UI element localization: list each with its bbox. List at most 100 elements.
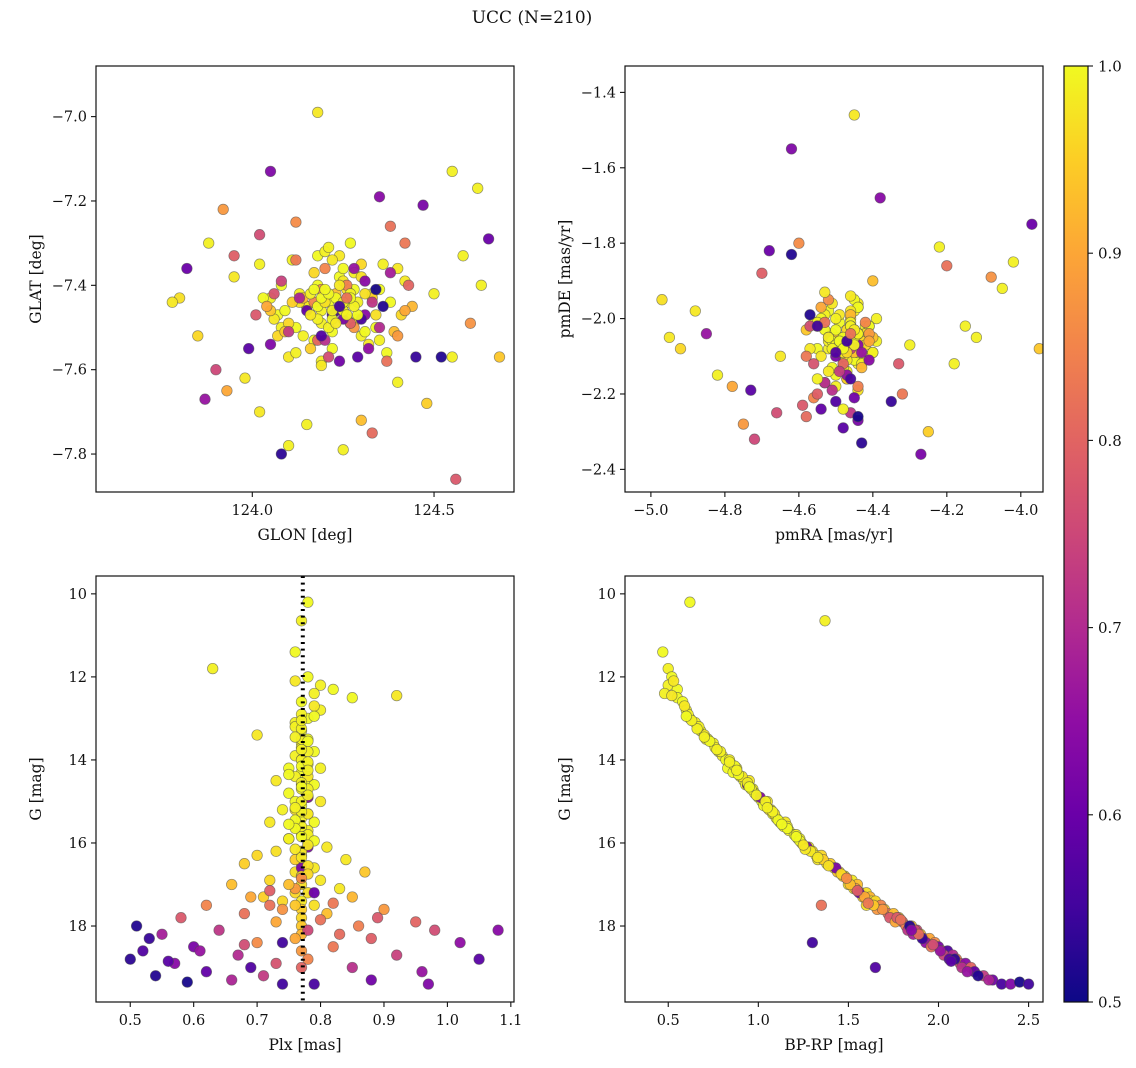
y-tick-label: −7.4 bbox=[52, 278, 87, 294]
star-point bbox=[251, 729, 263, 741]
star-point bbox=[833, 365, 846, 378]
y-tick-label: −7.2 bbox=[52, 194, 87, 210]
star-point bbox=[166, 296, 178, 308]
y-tick-label: 16 bbox=[598, 836, 616, 852]
colorbar-tick-label: 0.6 bbox=[1098, 806, 1122, 824]
star-point bbox=[226, 878, 238, 891]
star-point bbox=[743, 781, 755, 793]
star-point bbox=[885, 395, 897, 408]
star-point bbox=[289, 646, 301, 658]
figure-title: UCC (N=210) bbox=[471, 8, 593, 28]
y-tick-label: −7.8 bbox=[52, 447, 87, 463]
star-point bbox=[250, 309, 262, 321]
star-point bbox=[264, 816, 276, 828]
star-point bbox=[970, 331, 983, 344]
star-point bbox=[359, 326, 371, 338]
star-point bbox=[359, 275, 371, 287]
star-point bbox=[365, 974, 377, 986]
star-point bbox=[337, 444, 349, 456]
star-point bbox=[785, 248, 798, 261]
star-point bbox=[815, 301, 827, 313]
panel-position: 124.0 124.5 −7.0 −7.2 −7.4 −7.6 −7.8 GLON [deg]… bbox=[27, 65, 515, 544]
star-point bbox=[314, 914, 327, 926]
star-point bbox=[321, 841, 333, 853]
star-point bbox=[283, 787, 295, 799]
star-point bbox=[276, 804, 289, 816]
star-point bbox=[217, 203, 229, 216]
y-tick-label: −1.8 bbox=[581, 236, 616, 252]
star-point bbox=[657, 646, 669, 658]
star-point bbox=[232, 949, 244, 961]
star-point bbox=[371, 912, 384, 924]
star-point bbox=[959, 320, 971, 332]
star-point bbox=[315, 359, 328, 372]
star-point bbox=[282, 439, 295, 452]
panel-parallax-mag: 0.5 0.6 0.7 0.8 0.9 1.0 1.1 10 12 14 16 18 Plx [mas]… bbox=[27, 575, 522, 1054]
star-point bbox=[745, 384, 757, 396]
star-point bbox=[226, 974, 238, 986]
star-point bbox=[852, 410, 864, 423]
star-point bbox=[346, 961, 358, 974]
star-point bbox=[268, 288, 280, 300]
star-point bbox=[315, 330, 328, 342]
star-point bbox=[352, 920, 365, 932]
star-point bbox=[933, 241, 946, 253]
star-point bbox=[689, 305, 701, 317]
star-point bbox=[377, 300, 389, 313]
x-axis-label: pmRA [mas/yr] bbox=[775, 526, 893, 544]
star-point bbox=[726, 380, 738, 393]
star-point bbox=[289, 731, 301, 743]
star-point bbox=[384, 220, 397, 232]
x-tick-label: −4.8 bbox=[707, 503, 742, 519]
colorbar-tick-label: 0.9 bbox=[1098, 245, 1122, 263]
star-point bbox=[301, 418, 313, 431]
star-point bbox=[804, 309, 816, 321]
star-point bbox=[822, 331, 835, 344]
star-point bbox=[811, 373, 824, 385]
x-tick-label: −4.2 bbox=[929, 503, 964, 519]
star-point bbox=[822, 365, 835, 378]
star-point bbox=[392, 330, 404, 342]
star-point bbox=[295, 714, 308, 727]
star-point bbox=[308, 687, 320, 700]
star-point bbox=[308, 899, 320, 911]
star-point bbox=[302, 924, 314, 936]
y-tick-label: 18 bbox=[69, 919, 87, 935]
star-point bbox=[199, 393, 211, 405]
star-point bbox=[934, 945, 946, 957]
star-point bbox=[200, 899, 213, 911]
star-point bbox=[771, 407, 783, 419]
y-tick-label: −1.4 bbox=[581, 85, 616, 101]
star-point bbox=[370, 309, 382, 321]
star-point bbox=[344, 237, 357, 249]
star-point bbox=[384, 267, 397, 279]
star-point bbox=[293, 292, 306, 304]
star-point bbox=[785, 143, 798, 155]
star-point bbox=[238, 858, 251, 870]
star-point bbox=[895, 914, 907, 926]
panel-border bbox=[95, 65, 515, 493]
star-point bbox=[314, 762, 327, 774]
star-point bbox=[308, 816, 320, 828]
star-point bbox=[228, 250, 240, 262]
star-point bbox=[756, 267, 768, 279]
star-point bbox=[270, 845, 282, 857]
x-axis-label: GLON [deg] bbox=[258, 526, 353, 544]
star-point bbox=[253, 258, 266, 270]
star-point bbox=[922, 426, 934, 438]
star-point bbox=[228, 271, 240, 283]
star-point bbox=[948, 358, 960, 370]
star-point bbox=[290, 254, 302, 266]
star-point bbox=[416, 966, 428, 978]
x-tick-label: 1.0 bbox=[436, 1013, 459, 1029]
scatter-layer bbox=[166, 106, 506, 485]
star-point bbox=[822, 860, 835, 872]
star-point bbox=[341, 309, 353, 321]
star-point bbox=[308, 267, 320, 279]
star-point bbox=[333, 300, 346, 313]
y-tick-label: 18 bbox=[598, 919, 616, 935]
star-point bbox=[840, 872, 853, 884]
star-point bbox=[446, 165, 458, 178]
panel-border bbox=[624, 575, 1044, 1003]
y-tick-label: −1.6 bbox=[581, 161, 616, 177]
